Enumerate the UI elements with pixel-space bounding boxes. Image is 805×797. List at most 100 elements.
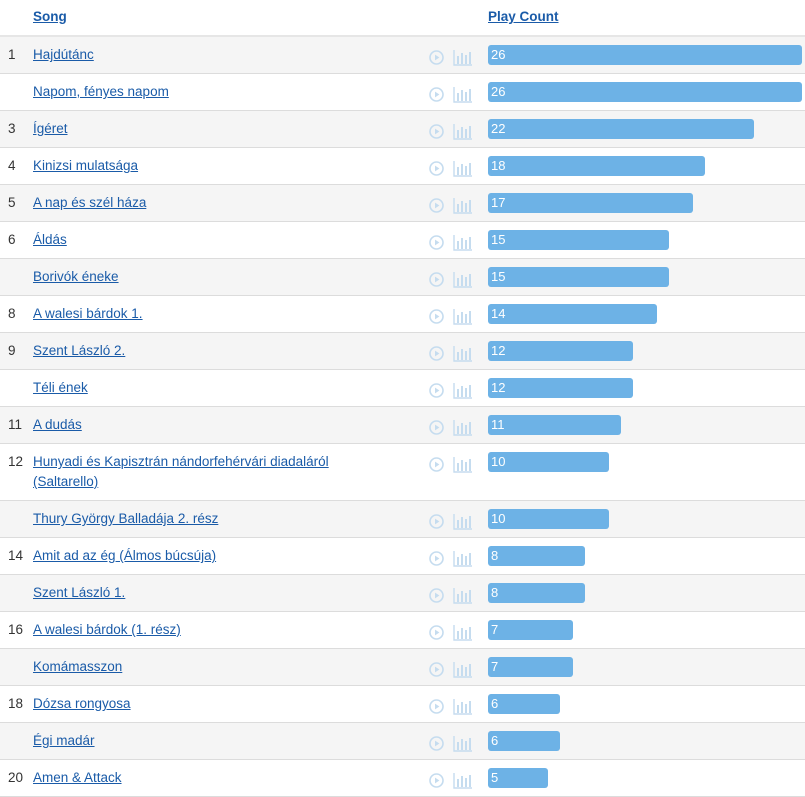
table-row: 6 Áldás 15 (0, 222, 805, 259)
play-icon[interactable] (429, 272, 444, 287)
song-title-link[interactable]: Szent László 2. (33, 343, 126, 358)
bar-chart-icon[interactable] (453, 308, 473, 325)
rank-number: 9 (8, 343, 16, 358)
play-count-bar: 10 (488, 452, 609, 472)
play-icon[interactable] (429, 625, 444, 640)
bar-chart-icon[interactable] (453, 345, 473, 362)
bar-chart-icon[interactable] (453, 234, 473, 251)
song-title-link[interactable]: Napom, fényes napom (33, 84, 169, 99)
rank-number: 12 (8, 454, 24, 469)
play-icon[interactable] (429, 383, 444, 398)
song-title-link[interactable]: Égi madár (33, 733, 95, 748)
song-title-link[interactable]: Dózsa rongyosa (33, 696, 131, 711)
bar-chart-icon[interactable] (453, 86, 473, 103)
play-icon[interactable] (429, 588, 444, 603)
bar-chart-icon[interactable] (453, 735, 473, 752)
play-icon[interactable] (429, 420, 444, 435)
play-count-bar: 26 (488, 82, 802, 102)
song-title-link[interactable]: Áldás (33, 232, 67, 247)
play-icon[interactable] (429, 457, 444, 472)
bar-chart-icon[interactable] (453, 456, 473, 473)
play-count-bar: 6 (488, 694, 560, 714)
song-title-link[interactable]: Ígéret (33, 121, 68, 136)
rank-number: 3 (8, 121, 16, 136)
table-row: 5 A nap és szél háza 17 (0, 185, 805, 222)
play-count-bar: 26 (488, 45, 802, 65)
play-icon[interactable] (429, 50, 444, 65)
song-title-link[interactable]: Komámasszon (33, 659, 123, 674)
bar-chart-icon[interactable] (453, 772, 473, 789)
table-row: 12 Hunyadi és Kapisztrán nándorfehérvári … (0, 444, 805, 501)
table-row: 9 Szent László 2. 12 (0, 333, 805, 370)
play-count-bar: 5 (488, 768, 548, 788)
bar-chart-icon[interactable] (453, 271, 473, 288)
play-count-column-header[interactable]: Play Count (488, 9, 559, 24)
bar-chart-icon[interactable] (453, 587, 473, 604)
song-list: 1 Hajdútánc 26 Napom, fényes napom 26 3 Ígéret… (0, 37, 805, 797)
table-row: 14 Amit ad az ég (Álmos búcsúja) 8 (0, 538, 805, 575)
song-title-link[interactable]: Amen & Attack (33, 770, 122, 785)
rank-number: 6 (8, 232, 16, 247)
play-count-bar: 8 (488, 583, 585, 603)
bar-chart-icon[interactable] (453, 382, 473, 399)
bar-chart-icon[interactable] (453, 197, 473, 214)
song-title-link[interactable]: A walesi bárdok (1. rész) (33, 622, 181, 637)
bar-chart-icon[interactable] (453, 160, 473, 177)
song-title-link[interactable]: Borivók éneke (33, 269, 119, 284)
table-row: Borivók éneke 15 (0, 259, 805, 296)
play-count-bar: 12 (488, 378, 633, 398)
song-title-link[interactable]: Szent László 1. (33, 585, 126, 600)
rank-number: 8 (8, 306, 16, 321)
play-icon[interactable] (429, 773, 444, 788)
table-row: 20 Amen & Attack 5 (0, 760, 805, 797)
play-icon[interactable] (429, 235, 444, 250)
play-icon[interactable] (429, 309, 444, 324)
play-count-bar: 15 (488, 230, 669, 250)
play-count-bar: 8 (488, 546, 585, 566)
rank-number: 20 (8, 770, 24, 785)
table-header: Song Play Count (0, 0, 805, 37)
play-icon[interactable] (429, 161, 444, 176)
song-column-header[interactable]: Song (33, 9, 67, 24)
bar-chart-icon[interactable] (453, 698, 473, 715)
song-title-link[interactable]: Hajdútánc (33, 47, 94, 62)
play-icon[interactable] (429, 551, 444, 566)
play-icon[interactable] (429, 736, 444, 751)
play-count-bar: 10 (488, 509, 609, 529)
song-title-link[interactable]: Amit ad az ég (Álmos búcsúja) (33, 548, 217, 563)
song-title-link[interactable]: Téli ének (33, 380, 88, 395)
play-icon[interactable] (429, 124, 444, 139)
table-row: 11 A dudás 11 (0, 407, 805, 444)
bar-chart-icon[interactable] (453, 661, 473, 678)
play-icon[interactable] (429, 662, 444, 677)
bar-chart-icon[interactable] (453, 419, 473, 436)
bar-chart-icon[interactable] (453, 550, 473, 567)
song-title-link[interactable]: Thury György Balladája 2. rész (33, 511, 219, 526)
play-icon[interactable] (429, 87, 444, 102)
rank-number: 5 (8, 195, 16, 210)
song-title-link[interactable]: A dudás (33, 417, 82, 432)
song-title-link[interactable]: A walesi bárdok 1. (33, 306, 143, 321)
rank-number: 11 (8, 417, 23, 432)
table-row: Komámasszon 7 (0, 649, 805, 686)
bar-chart-icon[interactable] (453, 513, 473, 530)
table-row: 8 A walesi bárdok 1. 14 (0, 296, 805, 333)
table-row: 18 Dózsa rongyosa 6 (0, 686, 805, 723)
bar-chart-icon[interactable] (453, 123, 473, 140)
play-icon[interactable] (429, 514, 444, 529)
song-title-link[interactable]: Hunyadi és Kapisztrán nándorfehérvári di… (33, 454, 329, 489)
play-icon[interactable] (429, 699, 444, 714)
table-row: Szent László 1. 8 (0, 575, 805, 612)
play-icon[interactable] (429, 346, 444, 361)
play-count-bar: 14 (488, 304, 657, 324)
rank-number: 14 (8, 548, 24, 563)
play-count-bar: 7 (488, 657, 573, 677)
play-count-bar: 17 (488, 193, 693, 213)
table-row: Thury György Balladája 2. rész 10 (0, 501, 805, 538)
rank-number: 1 (8, 47, 16, 62)
play-icon[interactable] (429, 198, 444, 213)
song-title-link[interactable]: A nap és szél háza (33, 195, 147, 210)
bar-chart-icon[interactable] (453, 624, 473, 641)
bar-chart-icon[interactable] (453, 49, 473, 66)
song-title-link[interactable]: Kinizsi mulatsága (33, 158, 139, 173)
